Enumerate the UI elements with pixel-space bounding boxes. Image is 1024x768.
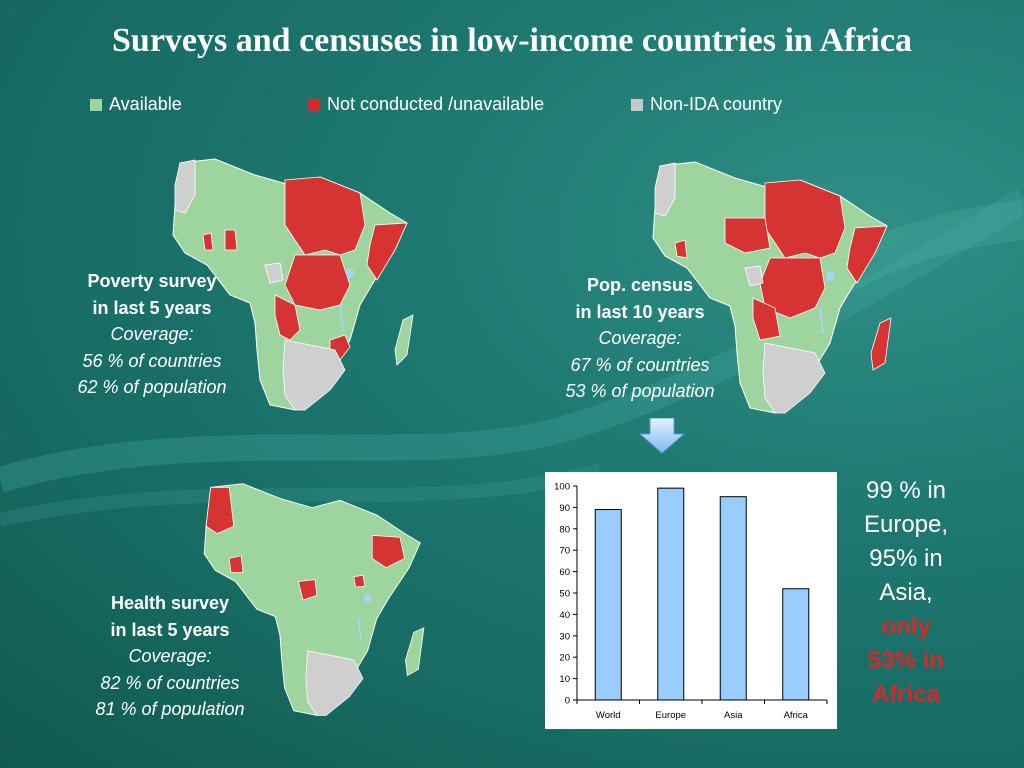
y-tick-label: 0 — [565, 696, 570, 707]
health-survey-caption: Health survey in last 5 years Coverage: … — [70, 590, 270, 723]
census-caption: Pop. census in last 10 years Coverage: 6… — [540, 272, 740, 405]
comparison-note: 99 % in Europe, 95% in Asia, only 53% in… — [846, 474, 966, 712]
y-tick-label: 50 — [559, 589, 570, 600]
map-legend: Available Not conducted /unavailable Non… — [0, 94, 1024, 116]
y-tick-label: 10 — [559, 674, 570, 685]
coverage-bar-chart: 0 10 20 30 40 50 60 70 80 90 100 World Europe Asia Afr… — [545, 472, 837, 729]
legend-swatch-available — [90, 98, 102, 111]
note-highlight: 53% in — [867, 647, 945, 674]
legend-label: Available — [109, 94, 182, 114]
x-tick-label: World — [596, 710, 621, 721]
caption-title: Health survey — [110, 593, 230, 613]
health-survey-africa-map — [203, 483, 425, 716]
legend-label: Non-IDA country — [650, 94, 783, 114]
legend-swatch-non-ida — [631, 98, 643, 111]
poverty-survey-caption: Poverty survey in last 5 years Coverage:… — [52, 268, 252, 401]
legend-item-available: Available — [90, 94, 182, 115]
x-tick-label: Asia — [724, 710, 743, 721]
caption-coverage-label: Coverage: — [598, 328, 682, 348]
note-line: Europe, — [863, 511, 949, 538]
y-tick-label: 20 — [559, 653, 570, 664]
caption-countries: 56 % of countries — [82, 350, 222, 371]
caption-subtitle: in last 5 years — [110, 619, 230, 640]
page-title: Surveys and censuses in low-income count… — [112, 22, 912, 59]
census-africa-map — [652, 161, 892, 414]
down-arrow-icon — [638, 418, 686, 454]
note-line: 95% in — [869, 545, 943, 572]
caption-population: 53 % of population — [565, 381, 715, 401]
note-highlight: only — [881, 613, 931, 640]
y-tick-label: 40 — [559, 610, 570, 621]
caption-population: 62 % of population — [77, 377, 227, 397]
caption-subtitle: in last 5 years — [92, 297, 212, 318]
y-tick-label: 80 — [559, 524, 570, 535]
caption-coverage-label: Coverage: — [110, 324, 194, 344]
caption-countries: 67 % of countries — [570, 354, 710, 375]
y-tick-label: 70 — [559, 546, 570, 557]
bar-world — [594, 509, 622, 701]
caption-countries: 82 % of countries — [100, 672, 240, 693]
bar-chart-svg: 0 10 20 30 40 50 60 70 80 90 100 World Europe Asia Afr… — [554, 482, 828, 721]
legend-item-unavailable: Not conducted /unavailable — [308, 94, 544, 115]
legend-label: Not conducted /unavailable — [327, 94, 545, 114]
y-tick-label: 90 — [559, 503, 570, 514]
x-tick-label: Africa — [784, 710, 809, 721]
y-tick-label: 30 — [559, 631, 570, 642]
bar-asia — [719, 496, 747, 701]
bar-africa — [782, 588, 810, 701]
poverty-survey-africa-map — [172, 158, 414, 411]
note-line: 99 % in — [865, 477, 947, 504]
y-tick-label: 100 — [554, 482, 570, 493]
caption-coverage-label: Coverage: — [128, 646, 212, 666]
caption-population: 81 % of population — [95, 699, 245, 719]
y-tick-label: 60 — [559, 567, 570, 578]
caption-title: Poverty survey — [87, 271, 217, 291]
note-line: Asia, — [879, 579, 933, 606]
caption-title: Pop. census — [586, 275, 694, 295]
x-tick-label: Europe — [655, 710, 686, 721]
note-highlight: Africa — [871, 681, 941, 708]
caption-subtitle: in last 10 years — [575, 301, 705, 322]
bar-europe — [657, 487, 685, 701]
legend-swatch-unavailable — [308, 98, 320, 111]
legend-item-non-ida: Non-IDA country — [631, 94, 782, 115]
